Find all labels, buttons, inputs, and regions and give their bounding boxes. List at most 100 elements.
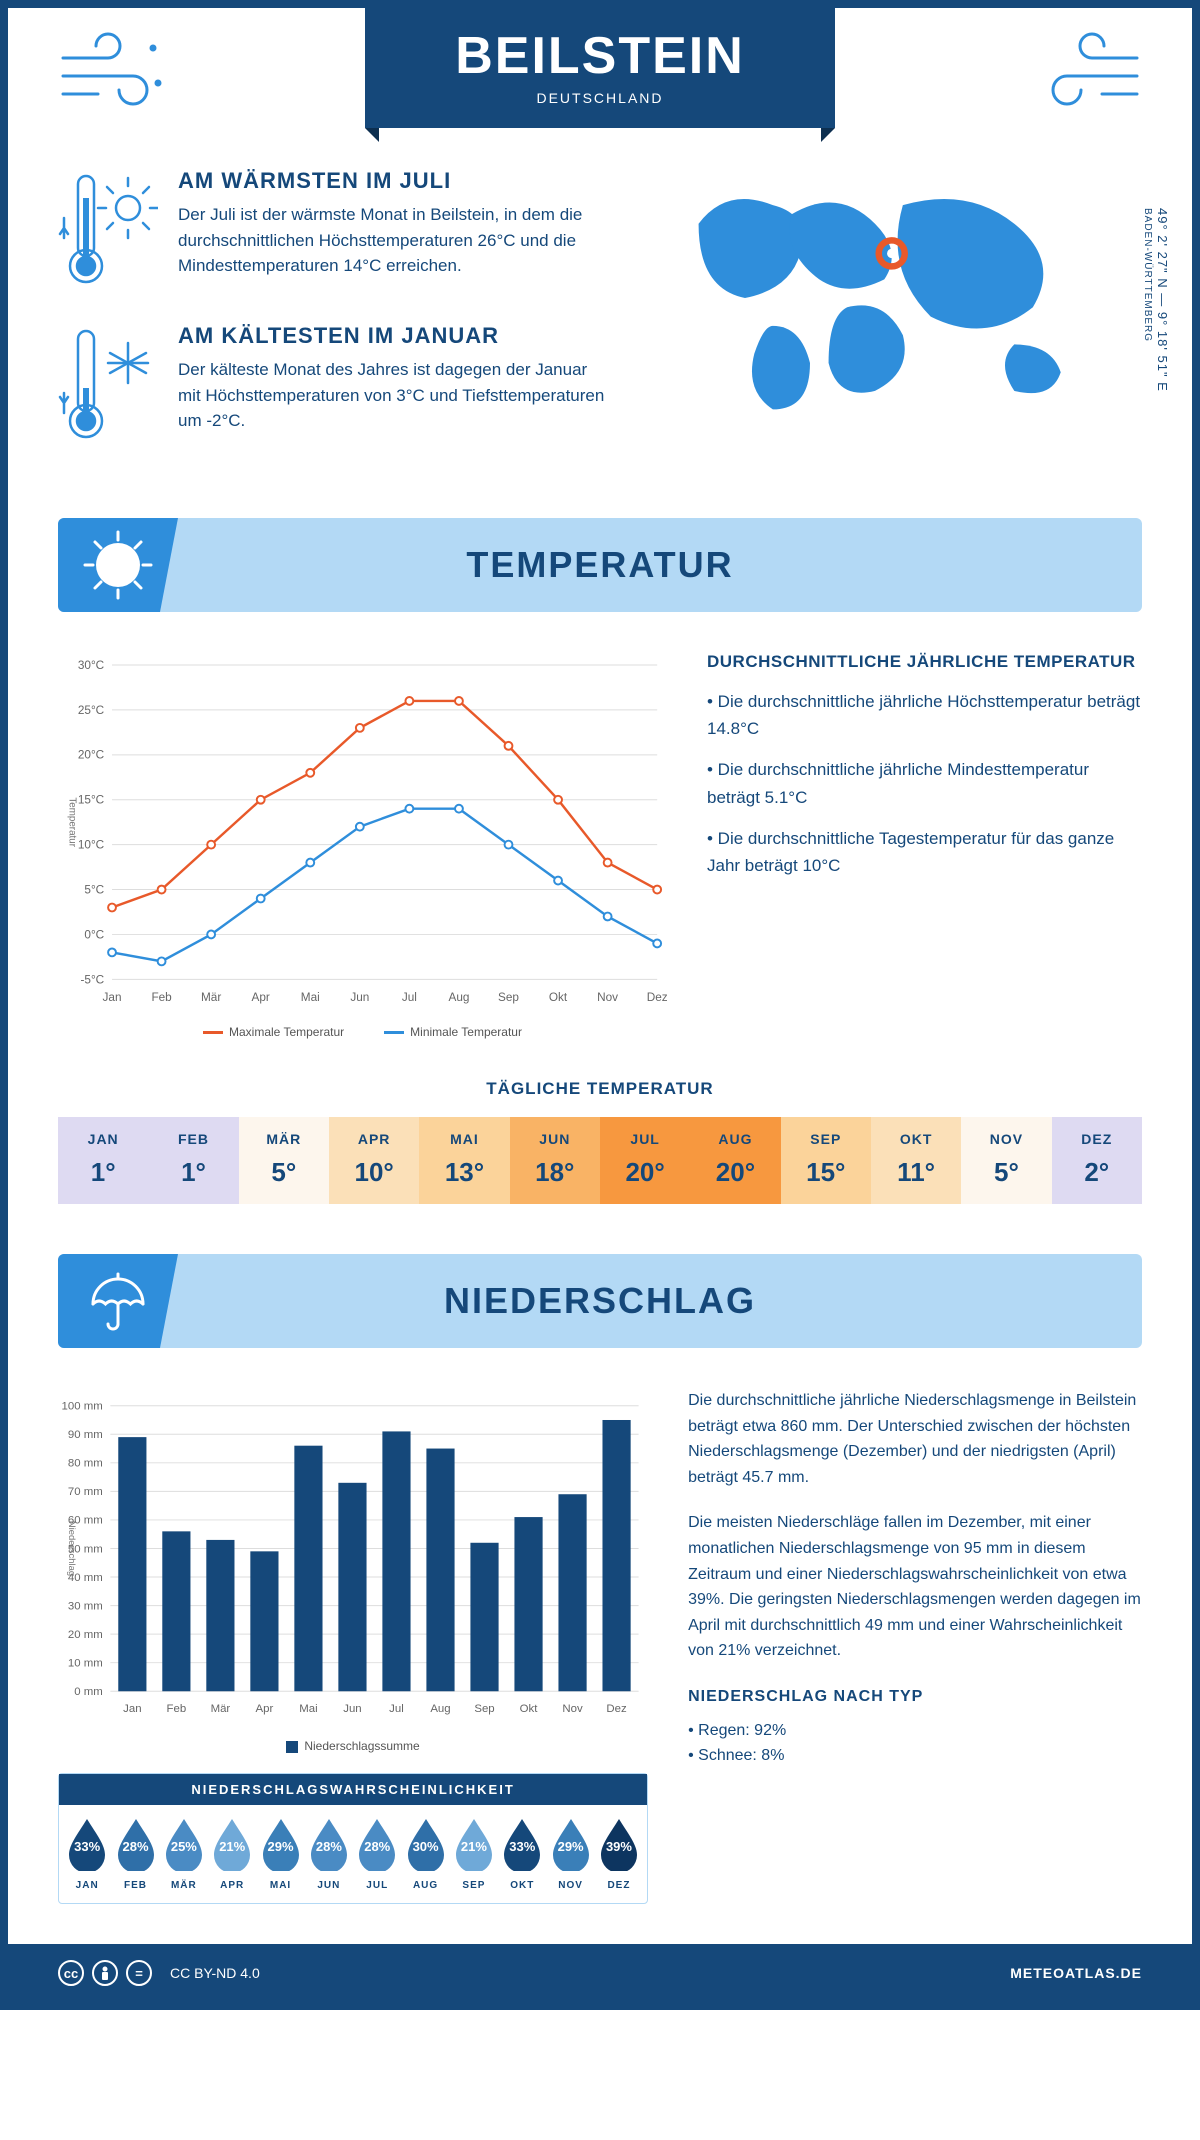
prob-drop: 30%AUG (403, 1817, 447, 1891)
svg-text:Mär: Mär (211, 1703, 231, 1715)
svg-text:30°C: 30°C (78, 659, 105, 672)
svg-text:80 mm: 80 mm (68, 1458, 103, 1470)
sun-icon (58, 518, 178, 612)
probability-box: NIEDERSCHLAGSWAHRSCHEINLICHKEIT 33%JAN 2… (58, 1773, 648, 1904)
daily-cell: MAI13° (419, 1117, 509, 1204)
city-name: BEILSTEIN (455, 26, 745, 86)
svg-text:Apr: Apr (252, 991, 270, 1004)
svg-text:Mai: Mai (299, 1703, 317, 1715)
section-precipitation: NIEDERSCHLAG (58, 1254, 1142, 1348)
svg-text:10°C: 10°C (78, 839, 105, 852)
section-precip-title: NIEDERSCHLAG (444, 1280, 756, 1321)
prob-drop: 39%DEZ (597, 1817, 641, 1891)
daily-temp-strip: JAN1°FEB1°MÄR5°APR10°MAI13°JUN18°JUL20°A… (58, 1117, 1142, 1204)
temp-fact-2: • Die durchschnittliche jährliche Mindes… (707, 756, 1142, 810)
coldest-title: AM KÄLTESTEN IM JANUAR (178, 323, 605, 349)
prob-drop: 21%SEP (452, 1817, 496, 1891)
daily-cell: OKT11° (871, 1117, 961, 1204)
svg-text:Jan: Jan (103, 991, 122, 1004)
svg-text:Jun: Jun (343, 1703, 361, 1715)
coords-text: 49° 2' 27" N — 9° 18' 51" E (1155, 208, 1170, 392)
daily-cell: MÄR5° (239, 1117, 329, 1204)
section-temp-title: TEMPERATUR (466, 544, 733, 585)
warmest-fact: AM WÄRMSTEN IM JULI Der Juli ist der wär… (58, 168, 605, 293)
daily-cell: FEB1° (148, 1117, 238, 1204)
country-name: DEUTSCHLAND (455, 90, 745, 106)
legend-min: Minimale Temperatur (384, 1025, 522, 1039)
precip-p1: Die durchschnittliche jährliche Niedersc… (688, 1388, 1142, 1490)
wind-icon-right (1032, 28, 1142, 123)
prob-drop: 28%FEB (113, 1817, 157, 1891)
prob-drop: 28%JUN (307, 1817, 351, 1891)
svg-text:Jan: Jan (123, 1703, 141, 1715)
svg-text:5°C: 5°C (84, 883, 104, 896)
svg-text:90 mm: 90 mm (68, 1429, 103, 1441)
precip-type-2: • Schnee: 8% (688, 1743, 1142, 1769)
temp-facts-title: DURCHSCHNITTLICHE JÄHRLICHE TEMPERATUR (707, 652, 1142, 672)
svg-text:Mär: Mär (201, 991, 221, 1004)
prob-drop: 33%OKT (500, 1817, 544, 1891)
precip-type-title: NIEDERSCHLAG NACH TYP (688, 1684, 1142, 1710)
svg-text:70 mm: 70 mm (68, 1486, 103, 1498)
svg-text:100 mm: 100 mm (62, 1401, 103, 1413)
svg-text:10 mm: 10 mm (68, 1658, 103, 1670)
precipitation-bar-chart: 0 mm10 mm20 mm30 mm40 mm50 mm60 mm70 mm8… (58, 1388, 648, 1728)
svg-text:Jul: Jul (402, 991, 417, 1004)
region-text: BADEN-WÜRTTEMBERG (1142, 208, 1153, 342)
svg-text:Feb: Feb (167, 1703, 187, 1715)
footer: cc = CC BY-ND 4.0 METEOATLAS.DE (8, 1944, 1192, 2002)
svg-text:Jun: Jun (350, 991, 369, 1004)
daily-cell: JAN1° (58, 1117, 148, 1204)
section-temperature: TEMPERATUR (58, 518, 1142, 612)
temperature-facts: DURCHSCHNITTLICHE JÄHRLICHE TEMPERATUR •… (707, 652, 1142, 1039)
svg-text:Feb: Feb (151, 991, 172, 1004)
daily-cell: AUG20° (690, 1117, 780, 1204)
prob-drop: 25%MÄR (162, 1817, 206, 1891)
umbrella-icon (58, 1254, 178, 1348)
license-text: CC BY-ND 4.0 (170, 1965, 260, 1981)
header: BEILSTEIN DEUTSCHLAND (58, 8, 1142, 128)
title-banner: BEILSTEIN DEUTSCHLAND (365, 8, 835, 128)
svg-text:Dez: Dez (647, 991, 667, 1004)
svg-text:Nov: Nov (562, 1703, 583, 1715)
svg-text:Mai: Mai (301, 991, 320, 1004)
site-name: METEOATLAS.DE (1010, 1965, 1142, 1981)
svg-text:30 mm: 30 mm (68, 1600, 103, 1612)
daily-cell: SEP15° (781, 1117, 871, 1204)
prob-drop: 21%APR (210, 1817, 254, 1891)
by-icon (92, 1960, 118, 1986)
svg-text:Jul: Jul (389, 1703, 404, 1715)
svg-text:15°C: 15°C (78, 794, 105, 807)
svg-text:Dez: Dez (606, 1703, 627, 1715)
svg-text:Nov: Nov (597, 991, 618, 1004)
wind-icon-left (58, 28, 168, 123)
daily-cell: JUN18° (510, 1117, 600, 1204)
svg-text:Aug: Aug (430, 1703, 450, 1715)
thermometer-hot-icon (58, 168, 158, 293)
thermometer-cold-icon (58, 323, 158, 448)
cc-icon: cc (58, 1960, 84, 1986)
temp-fact-1: • Die durchschnittliche jährliche Höchst… (707, 688, 1142, 742)
svg-text:-5°C: -5°C (80, 973, 104, 986)
svg-text:Temperatur: Temperatur (66, 797, 77, 847)
daily-cell: JUL20° (600, 1117, 690, 1204)
warmest-title: AM WÄRMSTEN IM JULI (178, 168, 605, 194)
bar-legend: Niederschlagssumme (58, 1739, 648, 1753)
svg-text:Apr: Apr (256, 1703, 274, 1715)
prob-drop: 33%JAN (65, 1817, 109, 1891)
svg-text:25°C: 25°C (78, 704, 105, 717)
prob-drop: 28%JUL (355, 1817, 399, 1891)
warmest-text: Der Juli ist der wärmste Monat in Beilst… (178, 202, 605, 279)
svg-text:20 mm: 20 mm (68, 1629, 103, 1641)
world-map: 49° 2' 27" N — 9° 18' 51" E BADEN-WÜRTTE… (645, 168, 1142, 478)
precip-p2: Die meisten Niederschläge fallen im Deze… (688, 1510, 1142, 1664)
license-icons: cc = CC BY-ND 4.0 (58, 1960, 260, 1986)
prob-title: NIEDERSCHLAGSWAHRSCHEINLICHKEIT (59, 1774, 647, 1805)
daily-temp-title: TÄGLICHE TEMPERATUR (58, 1079, 1142, 1099)
svg-text:Aug: Aug (448, 991, 469, 1004)
svg-text:Niederschlag: Niederschlag (66, 1521, 77, 1576)
daily-cell: NOV5° (961, 1117, 1051, 1204)
svg-text:0 mm: 0 mm (74, 1686, 103, 1698)
svg-text:Okt: Okt (549, 991, 568, 1004)
precip-type-1: • Regen: 92% (688, 1718, 1142, 1744)
